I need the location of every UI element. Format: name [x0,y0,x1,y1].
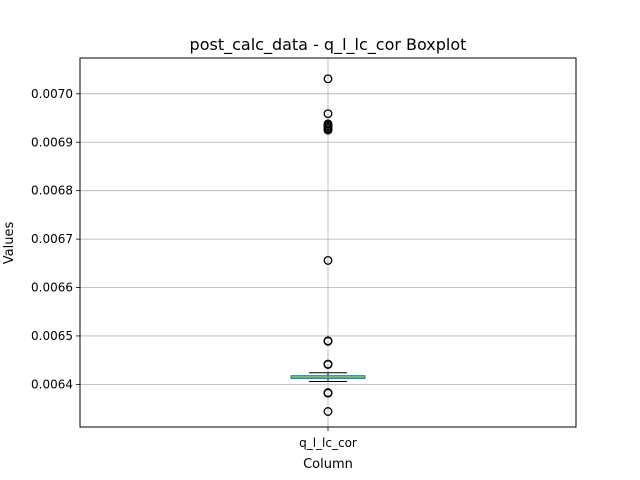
y-tick-label: 0.0065 [31,329,73,343]
y-tick-label: 0.0070 [31,87,73,101]
outlier-point [323,359,333,369]
outlier-point [323,407,333,416]
plot-elements [290,74,366,416]
outlier-point [323,74,333,84]
outlier-point [323,388,333,398]
chart-title: post_calc_data - q_l_lc_cor Boxplot [190,35,467,55]
y-tick-label: 0.0069 [31,135,73,149]
grid-lines [80,58,576,427]
y-tick-label: 0.0068 [31,184,73,198]
axes: 0.0064 0.0065 0.0066 0.0067 0.0068 0.0069 0.00… [31,87,357,450]
outlier-point [323,255,333,265]
outlier-point [323,119,333,129]
y-tick-label: 0.0067 [31,232,73,246]
x-axis-label: Column [303,457,353,472]
y-tick-label: 0.0066 [31,281,73,295]
y-tick-label: 0.0064 [31,377,73,391]
outlier-point [323,109,333,119]
outlier-point [323,336,333,346]
y-axis-label: Values [2,222,17,265]
x-tick-label: q_l_lc_cor [299,436,357,450]
